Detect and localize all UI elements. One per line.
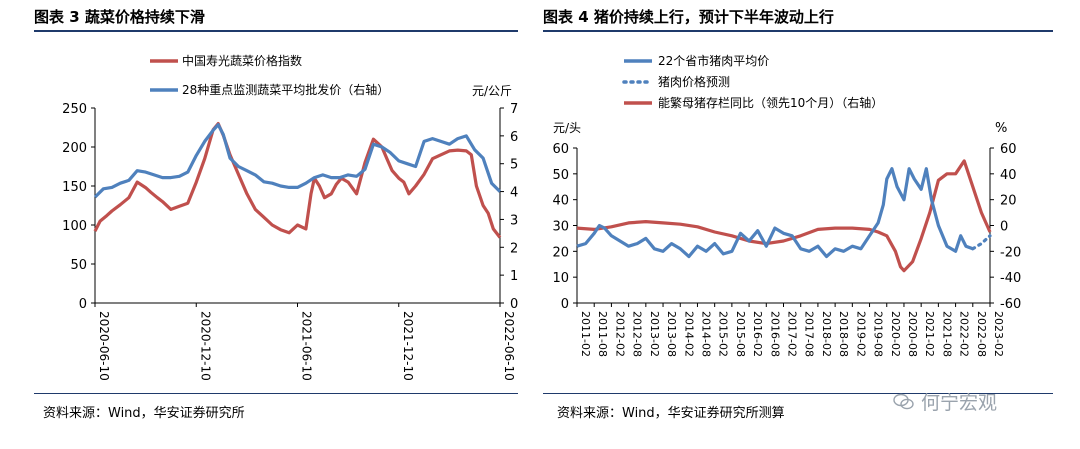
x-tick-label: 2018-02 xyxy=(820,311,833,357)
x-tick-label: 2021-12-10 xyxy=(401,311,415,381)
right-chart: 0 10 20 30 40 50 60 -60 -40 -20 0 20 40 60 元/头 % 2011-02… xyxy=(552,53,1021,357)
y-left-tick-label: 150 xyxy=(62,180,87,195)
x-tick-label: 2021-02 xyxy=(923,311,936,357)
y-left-unit-label: 元/头 xyxy=(553,121,581,135)
y-right-tick-label: 20 xyxy=(1000,194,1017,209)
y-left-tick-label: 50 xyxy=(552,168,569,183)
x-tick-label: 2014-08 xyxy=(699,311,712,357)
y-left-tick-label: 250 xyxy=(62,102,87,117)
legend-label-pork-forecast: 猪肉价格预测 xyxy=(658,74,730,89)
y-right-tick-label: 3 xyxy=(510,213,518,228)
x-tick-label: 2015-08 xyxy=(734,311,747,357)
wechat-icon xyxy=(893,393,915,411)
y-right-tick-label: 0 xyxy=(1000,220,1008,235)
x-tick-label: 2020-08 xyxy=(906,311,919,357)
x-tick-label: 2023-02 xyxy=(992,311,1005,357)
left-chart-title: 图表 3 蔬菜价格持续下滑 xyxy=(34,8,205,26)
watermark: 何宁宏观 xyxy=(893,388,997,415)
x-tick-label: 2021-06-10 xyxy=(300,311,314,381)
series-line-shouguang-index xyxy=(93,122,502,239)
y-right-tick-label: 7 xyxy=(510,102,518,117)
right-source-note: 资料来源：Wind，华安证券研究所测算 xyxy=(557,406,785,421)
y-right-tick-label: -20 xyxy=(1000,245,1021,260)
y-right-tick-label: 40 xyxy=(1000,168,1017,183)
y-left-tick-label: 60 xyxy=(552,142,569,157)
x-tick-label: 2020-02 xyxy=(889,311,902,357)
series-line-pork-forecast xyxy=(971,234,992,251)
right-title-rule xyxy=(543,30,1053,32)
series-line-28-veg-price xyxy=(93,123,502,199)
y-right-tick-label: -40 xyxy=(1000,271,1021,286)
y-right-tick-label: 0 xyxy=(510,297,518,312)
y-right-tick-label: -60 xyxy=(1000,297,1021,312)
x-tick-label: 2020-12-10 xyxy=(198,311,212,381)
y-right-tick-label: 2 xyxy=(510,241,518,256)
y-left-tick-label: 10 xyxy=(552,271,569,286)
series-line-pork-price xyxy=(576,167,974,259)
x-tick-label: 2014-02 xyxy=(682,311,695,357)
y-left-tick-label: 0 xyxy=(561,297,569,312)
y-right-tick-label: 1 xyxy=(510,269,518,284)
series-line-sow-inventory-yoy xyxy=(576,159,992,273)
x-tick-label: 2016-08 xyxy=(768,311,781,357)
left-source-note: 资料来源：Wind，华安证券研究所 xyxy=(43,406,245,421)
x-tick-label: 2013-08 xyxy=(665,311,678,357)
x-tick-label: 2022-06-10 xyxy=(502,311,516,381)
x-tick-label: 2022-08 xyxy=(975,311,988,357)
y-left-tick-label: 20 xyxy=(552,245,569,260)
y-right-tick-label: 60 xyxy=(1000,142,1017,157)
legend-label-pork-price: 22个省市猪肉平均价 xyxy=(658,53,769,68)
x-tick-label: 2020-06-10 xyxy=(97,311,111,381)
y-left-tick-label: 0 xyxy=(79,297,87,312)
x-tick-label: 2011-02 xyxy=(579,311,592,357)
x-tick-label: 2019-02 xyxy=(854,311,867,357)
y-right-tick-label: 6 xyxy=(510,130,518,145)
y-left-tick-label: 30 xyxy=(552,220,569,235)
x-tick-label: 2021-08 xyxy=(940,311,953,357)
legend-label-sow-inventory-yoy: 能繁母猪存栏同比（领先10个月）（右轴） xyxy=(658,95,883,110)
x-tick-label: 2013-02 xyxy=(648,311,661,357)
y-right-tick-label: 5 xyxy=(510,158,518,173)
left-title-rule xyxy=(34,30,518,32)
legend-label-shouguang-index: 中国寿光蔬菜价格指数 xyxy=(182,53,302,68)
left-chart: 0 50 100 150 200 250 0 1 2 3 4 5 6 7 元/公斤 2020-06-10 202… xyxy=(62,53,518,381)
y-left-tick-label: 100 xyxy=(62,219,87,234)
right-chart-title: 图表 4 猪价持续上行，预计下半年波动上行 xyxy=(543,8,834,26)
x-tick-label: 2011-08 xyxy=(596,311,609,357)
x-tick-label: 2012-08 xyxy=(631,311,644,357)
x-tick-label: 2019-08 xyxy=(872,311,885,357)
x-tick-label: 2017-08 xyxy=(803,311,816,357)
right-source-rule xyxy=(543,393,1053,394)
y-right-tick-label: 4 xyxy=(510,186,518,201)
y-right-unit-label: % xyxy=(995,121,1007,136)
y-left-tick-label: 40 xyxy=(552,194,569,209)
x-tick-label: 2015-02 xyxy=(717,311,730,357)
x-tick-label: 2012-02 xyxy=(613,311,626,357)
legend-label-28-veg-price: 28种重点监测蔬菜平均批发价（右轴） xyxy=(182,82,389,97)
y-left-tick-label: 200 xyxy=(62,141,87,156)
y-right-unit-label: 元/公斤 xyxy=(472,84,512,98)
x-tick-label: 2018-08 xyxy=(837,311,850,357)
y-left-tick-label: 50 xyxy=(70,258,87,273)
x-tick-label: 2017-02 xyxy=(786,311,799,357)
left-source-rule xyxy=(34,393,518,394)
x-tick-label: 2022-02 xyxy=(958,311,971,357)
x-tick-label: 2016-02 xyxy=(751,311,764,357)
watermark-text: 何宁宏观 xyxy=(921,392,998,414)
